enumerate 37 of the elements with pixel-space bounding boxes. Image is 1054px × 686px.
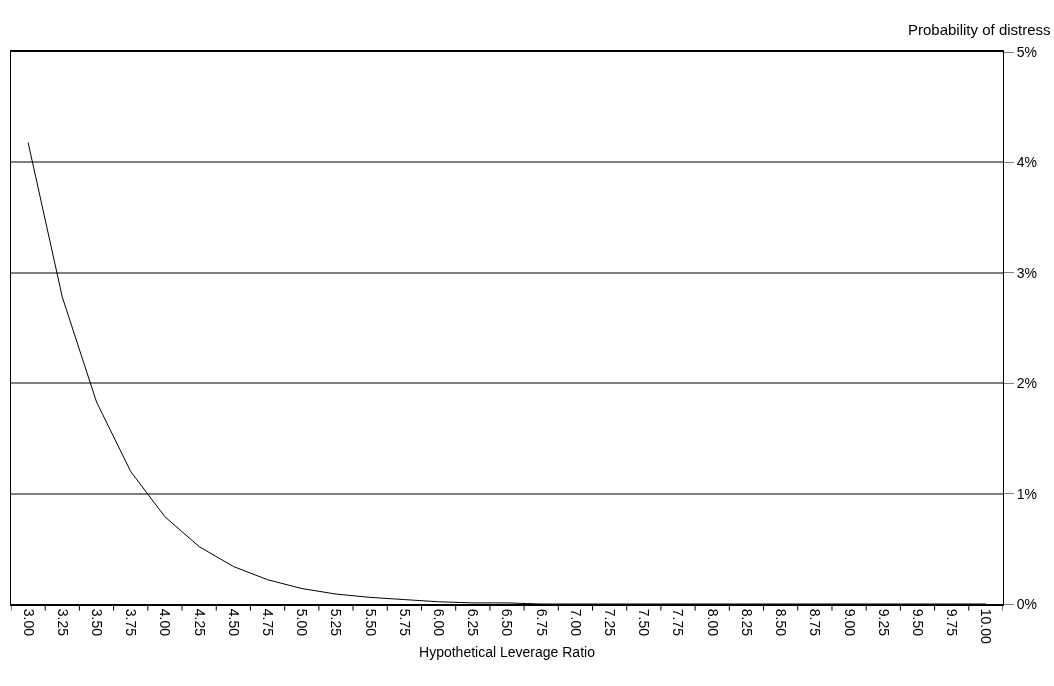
x-tick-label: 8.00 [704,608,721,637]
x-tick-label: 4.00 [157,608,174,637]
x-tick-label: 9.75 [944,608,961,637]
x-tick-label: 5.00 [294,608,311,637]
y-tick-label: 4% [1016,154,1038,171]
x-tick-label: 7.25 [602,608,619,637]
x-tick-label: 5.25 [328,608,345,637]
y-tick-label: 3% [1016,264,1038,281]
y-tick-label: 2% [1016,375,1038,392]
x-tick-label: 7.00 [567,608,584,637]
x-tick-label: 9.50 [909,608,926,637]
x-tick-label: 6.75 [533,608,550,637]
x-tick-label: 3.50 [88,608,105,637]
x-tick-label: 3.25 [54,608,71,637]
x-tick-label: 7.50 [636,608,653,637]
x-tick-label: 3.00 [20,608,37,637]
x-tick-label: 8.50 [773,608,790,637]
x-tick-label: 4.75 [260,608,276,637]
y-tick-label: 0% [1016,595,1038,612]
x-tick-label: 9.25 [875,608,892,637]
x-tick-label: 9.00 [841,608,858,637]
y-tick-label: 5% [1016,43,1038,60]
x-tick-label: 10.00 [978,608,995,645]
x-tick-label: 3.75 [123,608,140,637]
x-tick-label: 6.00 [431,608,448,637]
x-axis-title: Hypothetical Leverage Ratio [419,643,596,660]
y-tick-label: 1% [1016,485,1038,502]
x-tick-label: 8.25 [738,608,755,637]
x-tick-label: 4.25 [191,608,208,637]
x-tick-label: 6.25 [465,608,482,637]
x-tick-label: 6.50 [499,608,516,637]
y-axis-title: Probability of distress [908,21,1051,38]
x-tick-label: 8.75 [807,608,824,637]
x-tick-label: 5.50 [362,608,379,637]
x-tick-label: 4.50 [225,608,242,637]
x-tick-label: 5.75 [396,608,413,637]
x-tick-label: 7.75 [670,608,687,637]
